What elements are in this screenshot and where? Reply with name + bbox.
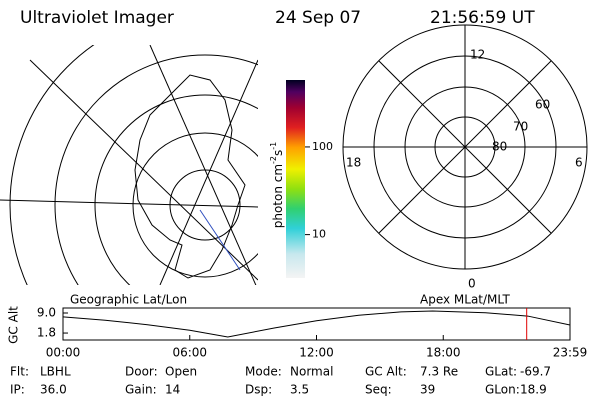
field-label: Flt: — [10, 365, 29, 379]
mlt-label: 0 — [468, 277, 476, 291]
field-label: Gain: — [125, 383, 157, 397]
field-value: 14 — [165, 383, 180, 397]
x-tick-label: 12:00 — [299, 346, 334, 360]
x-tick-label: 18:00 — [426, 346, 461, 360]
mlt-label: 6 — [575, 156, 583, 170]
geo-map — [0, 45, 258, 285]
field-value: Open — [165, 365, 197, 379]
mlt-label: 12 — [470, 48, 485, 62]
field-label: Mode: — [245, 365, 282, 379]
y-tick-label: 1.8 — [37, 326, 56, 340]
field-label: Seq: — [365, 383, 392, 397]
apex-label: Apex MLat/MLT — [420, 293, 510, 307]
lat-label: 60 — [535, 98, 550, 112]
field-label: GC Alt: — [365, 365, 407, 379]
header-instrument: Ultraviolet Imager — [20, 8, 174, 28]
field-value: 39 — [420, 383, 435, 397]
x-tick-label: 23:59 — [553, 346, 588, 360]
altitude-line — [62, 310, 571, 338]
geo-label: Geographic Lat/Lon — [70, 293, 187, 307]
field-value: 7.3 Re — [420, 365, 458, 379]
lat-label: 80 — [492, 140, 507, 154]
field-value: 18.9 — [520, 383, 547, 397]
y-tick-label: 9.0 — [37, 306, 56, 320]
x-tick-label: 00:00 — [46, 346, 81, 360]
lat-label: 70 — [513, 120, 528, 134]
header-date: 24 Sep 07 — [275, 8, 361, 28]
field-value: LBHL — [40, 365, 71, 379]
field-value: Normal — [290, 365, 333, 379]
colorbar-label: photon cm-2s-1 — [269, 142, 285, 229]
field-label: Dsp: — [245, 383, 272, 397]
field-value: 3.5 — [290, 383, 309, 397]
field-value: -69.7 — [520, 365, 551, 379]
colorbar-tick-label: 100 — [312, 140, 333, 153]
colorbar — [286, 80, 305, 278]
mlt-label: 18 — [346, 156, 361, 170]
x-tick-label: 06:00 — [172, 346, 207, 360]
field-label: GLat: — [485, 365, 517, 379]
field-label: Door: — [125, 365, 158, 379]
alt-ylabel: GC Alt — [7, 306, 21, 344]
field-value: 36.0 — [40, 383, 67, 397]
polar-grid — [342, 24, 588, 270]
field-label: GLon: — [485, 383, 520, 397]
colorbar-tick-label: 10 — [312, 228, 326, 241]
header-time: 21:56:59 UT — [430, 8, 535, 28]
field-label: IP: — [10, 383, 25, 397]
